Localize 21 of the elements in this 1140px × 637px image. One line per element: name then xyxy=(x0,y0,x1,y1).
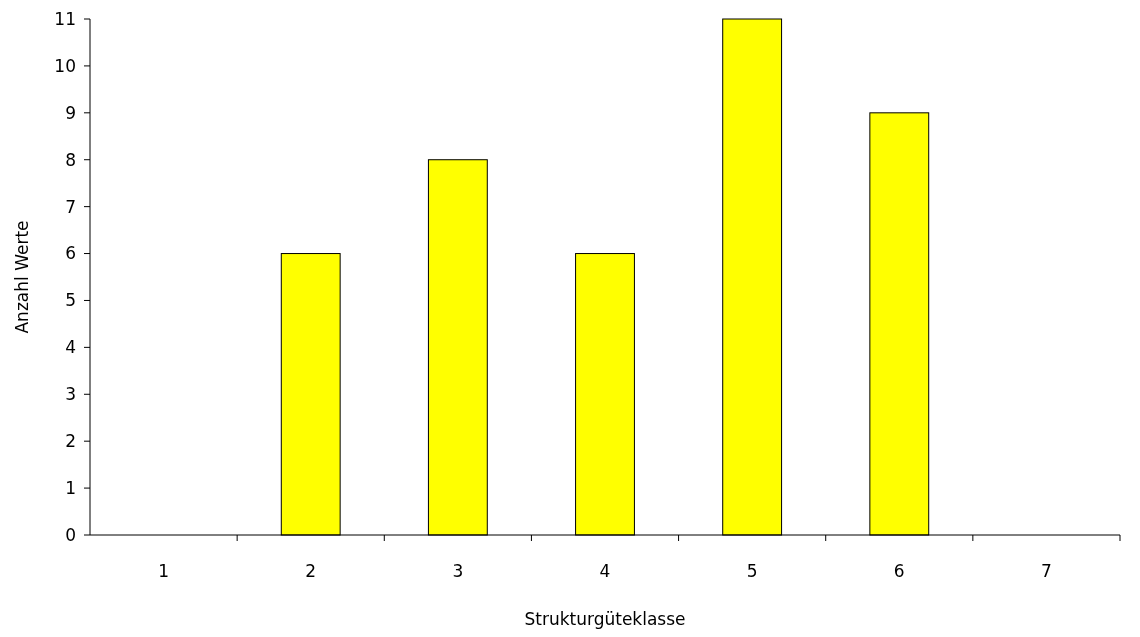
x-tick-label: 3 xyxy=(452,561,464,581)
y-tick-label: 4 xyxy=(65,337,76,358)
x-tick-label: 2 xyxy=(305,561,317,581)
x-axis-title: Strukturgüteklasse xyxy=(524,609,686,629)
y-tick-label: 1 xyxy=(65,478,76,499)
y-tick-label: 0 xyxy=(65,524,76,545)
x-tick-label: 1 xyxy=(158,561,169,581)
x-tick-label: 7 xyxy=(1041,561,1052,581)
y-tick-label: 8 xyxy=(65,149,76,170)
y-axis-title: Anzahl Werte xyxy=(12,220,32,334)
y-tick-label: 7 xyxy=(65,196,76,217)
y-tick-label: 6 xyxy=(65,243,76,264)
y-tick-label: 9 xyxy=(65,102,76,123)
y-tick-label: 2 xyxy=(65,431,76,452)
y-tick-label: 10 xyxy=(54,55,76,76)
x-tick-label: 4 xyxy=(599,561,611,581)
x-tick-label: 6 xyxy=(893,561,905,581)
y-tick-label: 5 xyxy=(65,290,76,311)
y-tick-label: 3 xyxy=(65,384,76,405)
y-tick-label: 11 xyxy=(54,8,76,29)
x-tick-label: 5 xyxy=(746,561,758,581)
